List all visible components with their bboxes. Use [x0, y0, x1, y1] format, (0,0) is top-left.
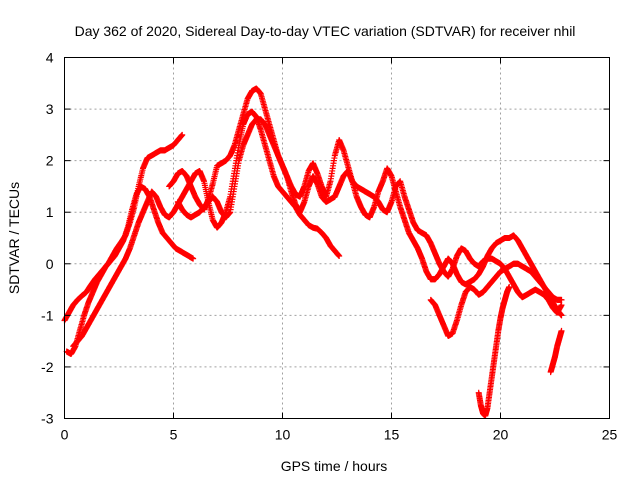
data-point — [558, 327, 565, 334]
x-tick-label: 0 — [61, 427, 69, 443]
x-tick-label: 25 — [602, 427, 618, 443]
y-axis-label: SDTVAR / TECUs — [6, 182, 22, 294]
data-point — [558, 296, 565, 303]
y-tick-label: 4 — [46, 50, 54, 66]
x-tick-label: 20 — [493, 427, 509, 443]
x-tick-label: 15 — [384, 427, 400, 443]
y-tick-label: -2 — [41, 359, 54, 375]
plot-frame — [64, 57, 610, 419]
x-tick-label: 5 — [170, 427, 178, 443]
data-point — [506, 283, 513, 290]
data-point — [179, 131, 186, 138]
y-tick-label: 3 — [46, 101, 54, 117]
data-points — [61, 85, 565, 419]
data-point — [558, 312, 565, 319]
data-point — [336, 253, 343, 260]
y-tick-label: -3 — [41, 411, 54, 427]
grid — [64, 57, 610, 419]
axis-ticks: 0 5 10 15 20 25 -3 -2 -1 0 1 2 3 4 — [41, 50, 617, 443]
y-tick-label: 0 — [46, 256, 54, 272]
data-point — [558, 302, 565, 309]
chart-title: Day 362 of 2020, Sidereal Day-to-day VTE… — [75, 23, 576, 39]
data-point — [190, 255, 197, 262]
y-tick-label: 1 — [46, 204, 54, 220]
y-tick-label: 2 — [46, 153, 54, 169]
x-tick-label: 10 — [275, 427, 291, 443]
x-axis-label: GPS time / hours — [281, 458, 388, 474]
y-tick-label: -1 — [41, 307, 54, 323]
